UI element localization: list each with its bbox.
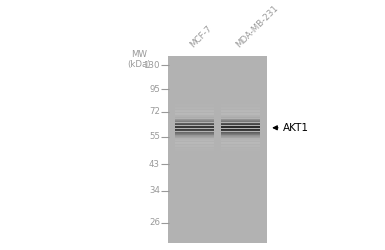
Bar xyxy=(221,130,259,131)
Bar xyxy=(221,139,259,140)
Bar xyxy=(221,136,259,137)
Bar xyxy=(175,123,214,124)
Text: 72: 72 xyxy=(149,107,160,116)
Bar xyxy=(221,137,259,138)
Bar xyxy=(175,139,214,140)
Text: 55: 55 xyxy=(149,132,160,141)
Text: MCF-7: MCF-7 xyxy=(188,24,214,50)
Bar xyxy=(175,126,214,127)
Bar xyxy=(175,106,214,107)
Bar xyxy=(221,117,259,118)
Bar xyxy=(175,138,214,139)
Bar xyxy=(175,148,214,149)
Bar xyxy=(175,107,214,108)
Bar xyxy=(175,104,214,105)
Bar xyxy=(175,116,214,117)
Text: MW
(kDa): MW (kDa) xyxy=(127,50,151,69)
Bar xyxy=(175,120,214,121)
Bar xyxy=(175,105,214,106)
Bar xyxy=(221,120,259,121)
Bar xyxy=(175,149,214,150)
Bar xyxy=(175,131,214,132)
Bar xyxy=(221,116,259,117)
Bar xyxy=(221,115,259,116)
Text: 130: 130 xyxy=(143,61,160,70)
Bar xyxy=(175,132,214,133)
Bar xyxy=(175,114,214,115)
Bar xyxy=(221,138,259,139)
Bar xyxy=(175,115,214,116)
Bar xyxy=(221,126,259,127)
Bar xyxy=(175,147,214,148)
Bar xyxy=(221,122,259,123)
Bar xyxy=(221,123,259,124)
Bar xyxy=(167,56,267,242)
Bar xyxy=(175,143,214,144)
Bar xyxy=(221,146,259,147)
Bar xyxy=(221,106,259,107)
Bar xyxy=(175,111,214,112)
Text: 34: 34 xyxy=(149,186,160,196)
Bar xyxy=(221,148,259,149)
Text: MDA-MB-231: MDA-MB-231 xyxy=(234,4,280,50)
Bar xyxy=(175,122,214,123)
Text: AKT1: AKT1 xyxy=(283,123,309,133)
Bar xyxy=(221,131,259,132)
Bar xyxy=(175,127,214,128)
Bar xyxy=(221,142,259,143)
Bar xyxy=(175,110,214,111)
Bar xyxy=(221,121,259,122)
Bar xyxy=(175,142,214,143)
Bar xyxy=(221,133,259,134)
Bar xyxy=(175,136,214,137)
Bar xyxy=(221,111,259,112)
Bar xyxy=(221,107,259,108)
Bar xyxy=(221,147,259,148)
Bar xyxy=(175,133,214,134)
Bar xyxy=(221,104,259,105)
Bar xyxy=(175,146,214,147)
Bar xyxy=(175,137,214,138)
Text: 43: 43 xyxy=(149,160,160,169)
Text: 95: 95 xyxy=(149,85,160,94)
Bar xyxy=(221,105,259,106)
Bar xyxy=(221,149,259,150)
Bar xyxy=(221,132,259,133)
Bar xyxy=(175,121,214,122)
Bar xyxy=(221,127,259,128)
Bar xyxy=(221,114,259,115)
Bar xyxy=(221,110,259,111)
Bar xyxy=(175,117,214,118)
Bar xyxy=(175,130,214,131)
Text: 26: 26 xyxy=(149,218,160,228)
Bar xyxy=(221,143,259,144)
